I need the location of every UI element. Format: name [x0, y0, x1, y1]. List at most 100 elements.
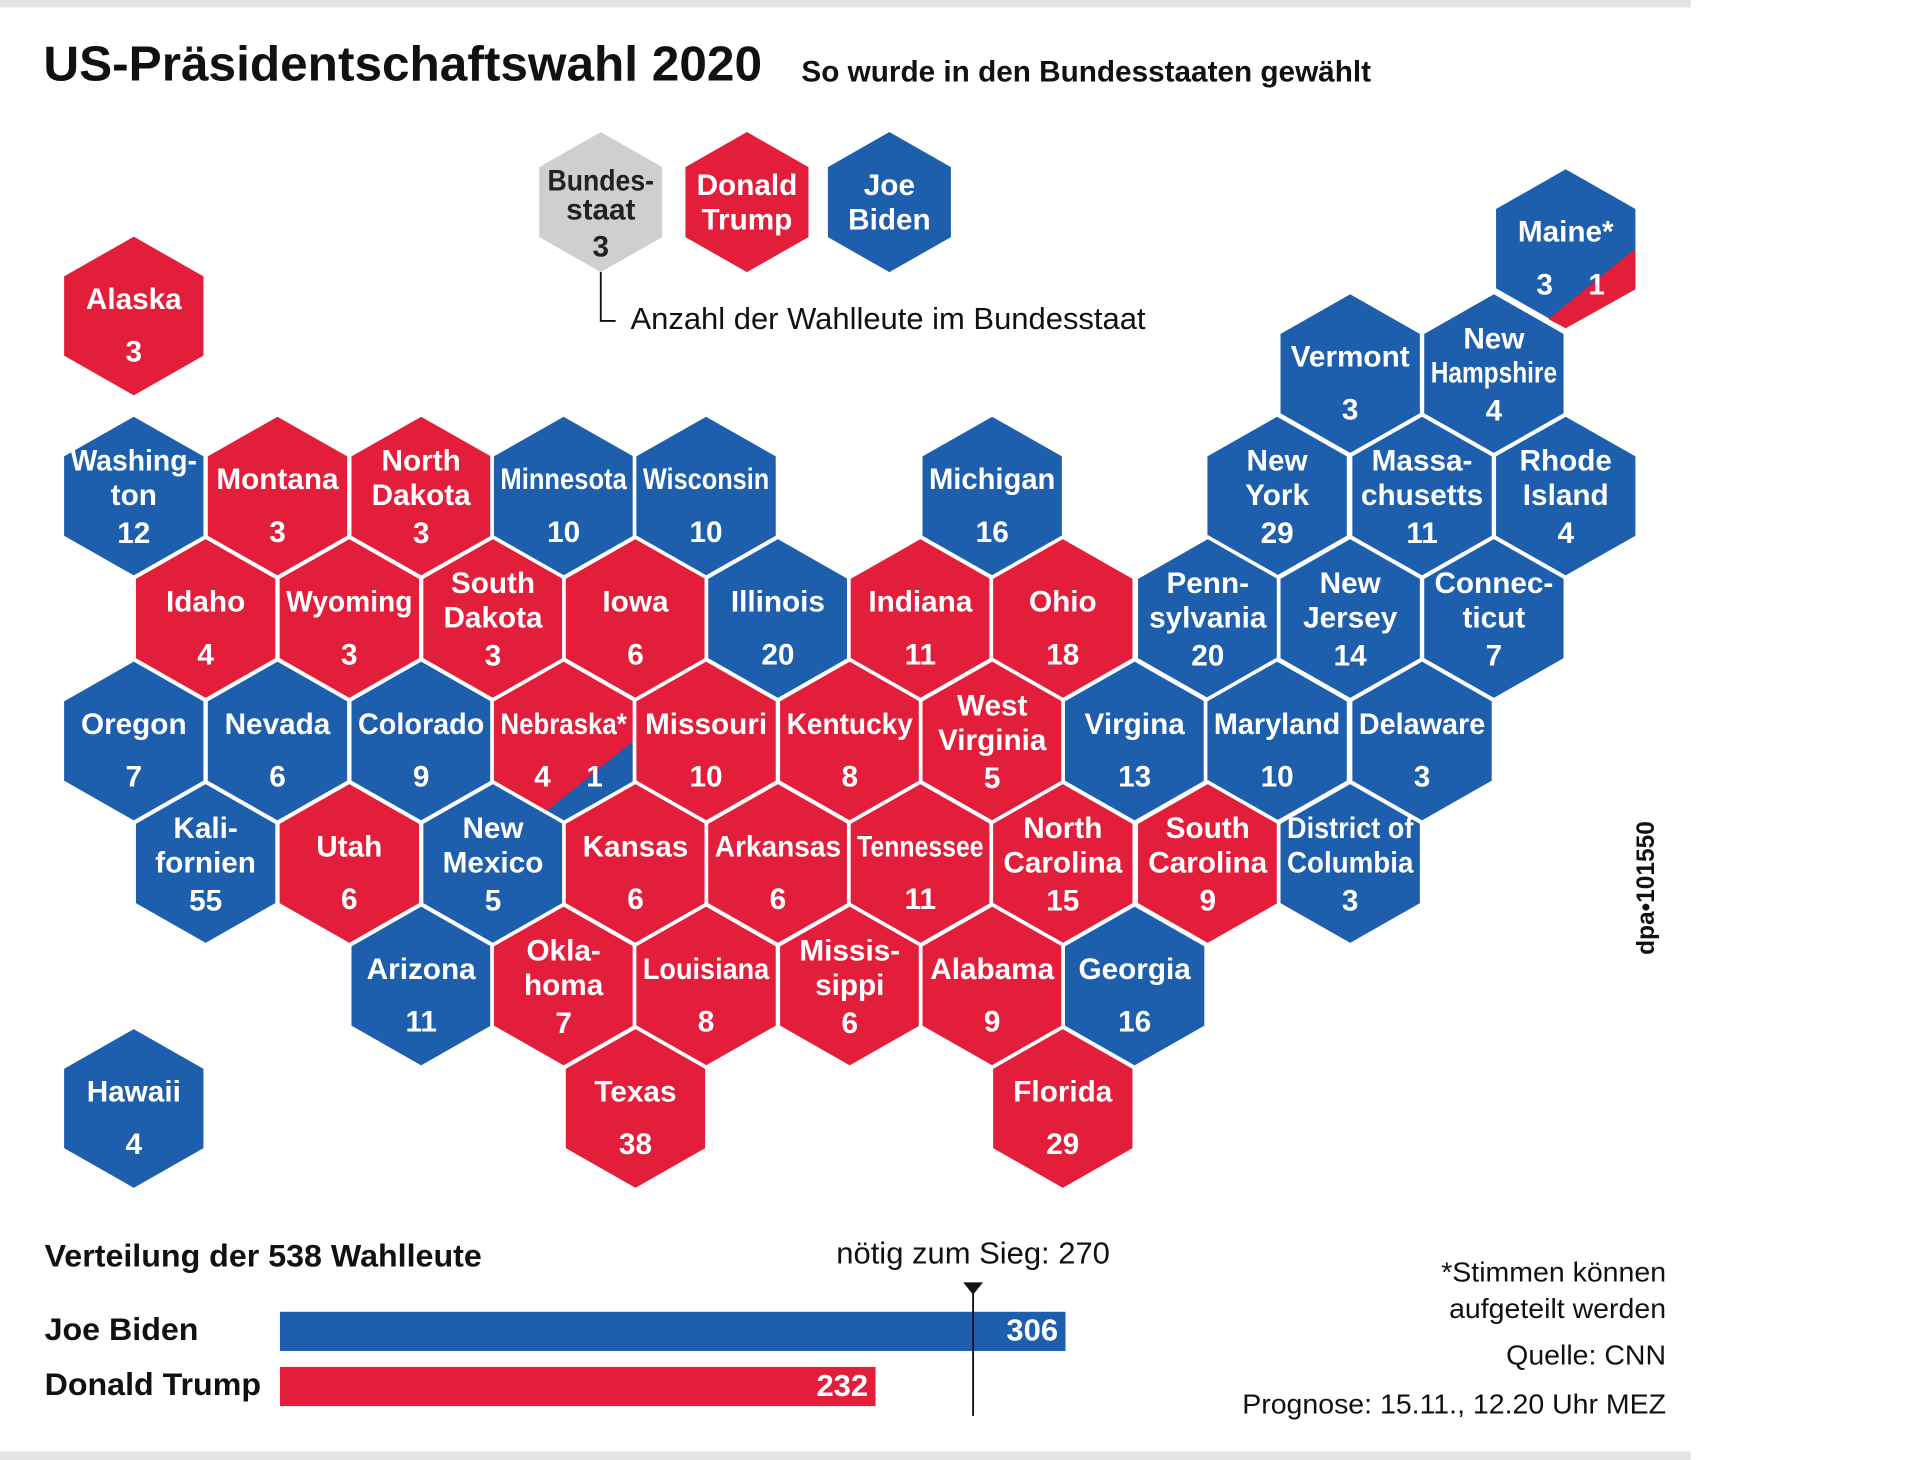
state-votes: 1 — [586, 761, 603, 794]
legend-votes: 3 — [593, 231, 610, 264]
bar-category: Joe Biden — [45, 1311, 199, 1347]
state-votes: 3 — [1342, 393, 1359, 426]
state-name: Mexico — [443, 847, 544, 880]
state-votes: 8 — [698, 1006, 715, 1039]
state-name: sylvania — [1149, 602, 1267, 635]
state-votes: 11 — [1406, 517, 1437, 550]
note: *Stimmen können — [1441, 1256, 1666, 1288]
top-band — [0, 0, 1691, 8]
state-name: homa — [524, 969, 604, 1002]
state-name: Indiana — [868, 586, 973, 619]
state-hex — [1276, 779, 1424, 948]
state-name: Missis- — [799, 935, 900, 968]
legend-label: Trump — [702, 204, 793, 237]
legend-bracket — [599, 271, 616, 322]
state-name: Georgia — [1079, 953, 1192, 986]
legend-label: Joe — [864, 169, 915, 202]
state-votes: 8 — [841, 761, 858, 794]
state-name: Virgina — [1085, 708, 1186, 741]
note: aufgeteilt werden — [1449, 1293, 1666, 1325]
state-name: Colorado — [358, 708, 484, 741]
state-name: Delaware — [1359, 708, 1485, 741]
state-split — [546, 741, 634, 821]
state-name: Florida — [1013, 1076, 1113, 1109]
state-name: Illinois — [731, 586, 825, 619]
state-votes: 4 — [197, 638, 214, 671]
state-name: chusetts — [1361, 479, 1483, 512]
state-name: North — [382, 445, 461, 478]
state-name: Alabama — [930, 953, 1054, 986]
state-votes: 3 — [1342, 885, 1359, 918]
state-votes: 20 — [761, 638, 794, 671]
state-name: New — [1247, 445, 1309, 478]
state-name: York — [1245, 479, 1309, 512]
state-name: Wyoming — [286, 586, 412, 619]
legend-label: Donald — [697, 169, 798, 202]
threshold-marker — [963, 1282, 984, 1295]
state-name: New — [1320, 567, 1382, 600]
state-name: Massa- — [1372, 445, 1473, 478]
state-name: Idaho — [166, 586, 245, 619]
state-hex — [60, 232, 208, 400]
state-votes: 3 — [1414, 761, 1431, 794]
state-votes: 38 — [619, 1128, 652, 1161]
legend-hex — [827, 132, 951, 273]
bar-value: 306 — [1006, 1313, 1058, 1348]
state-name: Nevada — [225, 708, 331, 741]
state-name: Dakota — [443, 602, 543, 635]
state-name: ticut — [1463, 602, 1526, 635]
state-name: Hawaii — [87, 1076, 181, 1109]
state-votes: 7 — [1486, 640, 1503, 673]
state-name: Jersey — [1303, 602, 1398, 635]
state-votes: 10 — [690, 516, 723, 549]
state-votes: 9 — [413, 761, 430, 794]
state-name: Carolina — [1148, 847, 1267, 880]
state-votes: 3 — [269, 516, 286, 549]
legend-label: staat — [566, 194, 636, 227]
state-name: West — [957, 690, 1028, 723]
state-name: Missouri — [645, 708, 767, 741]
state-name: fornien — [155, 847, 256, 880]
state-votes: 6 — [841, 1007, 858, 1040]
legend-hex — [685, 132, 809, 273]
state-votes: 10 — [1261, 761, 1294, 794]
state-name: Connec- — [1434, 567, 1553, 600]
state-name: Columbia — [1287, 847, 1414, 880]
state-name: Ohio — [1029, 586, 1097, 619]
state-name: Maryland — [1214, 708, 1340, 741]
state-votes: 4 — [1486, 395, 1503, 428]
state-name: Wisconsin — [643, 463, 769, 496]
state-votes: 5 — [485, 885, 502, 918]
state-votes: 10 — [690, 761, 723, 794]
state-votes: 10 — [547, 516, 580, 549]
state-votes: 3 — [485, 640, 502, 673]
state-votes: 12 — [117, 517, 150, 550]
state-name: North — [1023, 812, 1102, 845]
state-name: Arkansas — [715, 831, 841, 864]
state-votes: 11 — [905, 638, 936, 671]
bar — [279, 1366, 876, 1407]
legend-note: Anzahl der Wahlleute im Bundesstaat — [631, 301, 1146, 336]
state-votes: 16 — [976, 516, 1009, 549]
state-votes: 4 — [126, 1128, 143, 1161]
state-name: South — [1166, 812, 1250, 845]
state-votes: 9 — [984, 1006, 1001, 1039]
state-name: Tennessee — [857, 831, 983, 864]
state-name: Iowa — [602, 586, 669, 619]
bottom-band — [0, 1451, 1691, 1460]
state-votes: 3 — [1536, 269, 1553, 302]
state-name: Michigan — [929, 463, 1055, 496]
state-votes: 13 — [1118, 761, 1151, 794]
state-votes: 4 — [1557, 517, 1574, 550]
state-name: Okla- — [526, 935, 600, 968]
state-name: Penn- — [1166, 567, 1249, 600]
state-name: Carolina — [1003, 847, 1122, 880]
state-name: Kentucky — [787, 708, 914, 741]
state-name: Washing- — [71, 445, 197, 478]
state-split — [1548, 248, 1636, 329]
state-name: Hampshire — [1431, 357, 1557, 390]
state-votes: 29 — [1046, 1128, 1079, 1161]
state-hex — [562, 1024, 709, 1193]
legend-label: Biden — [848, 204, 931, 237]
